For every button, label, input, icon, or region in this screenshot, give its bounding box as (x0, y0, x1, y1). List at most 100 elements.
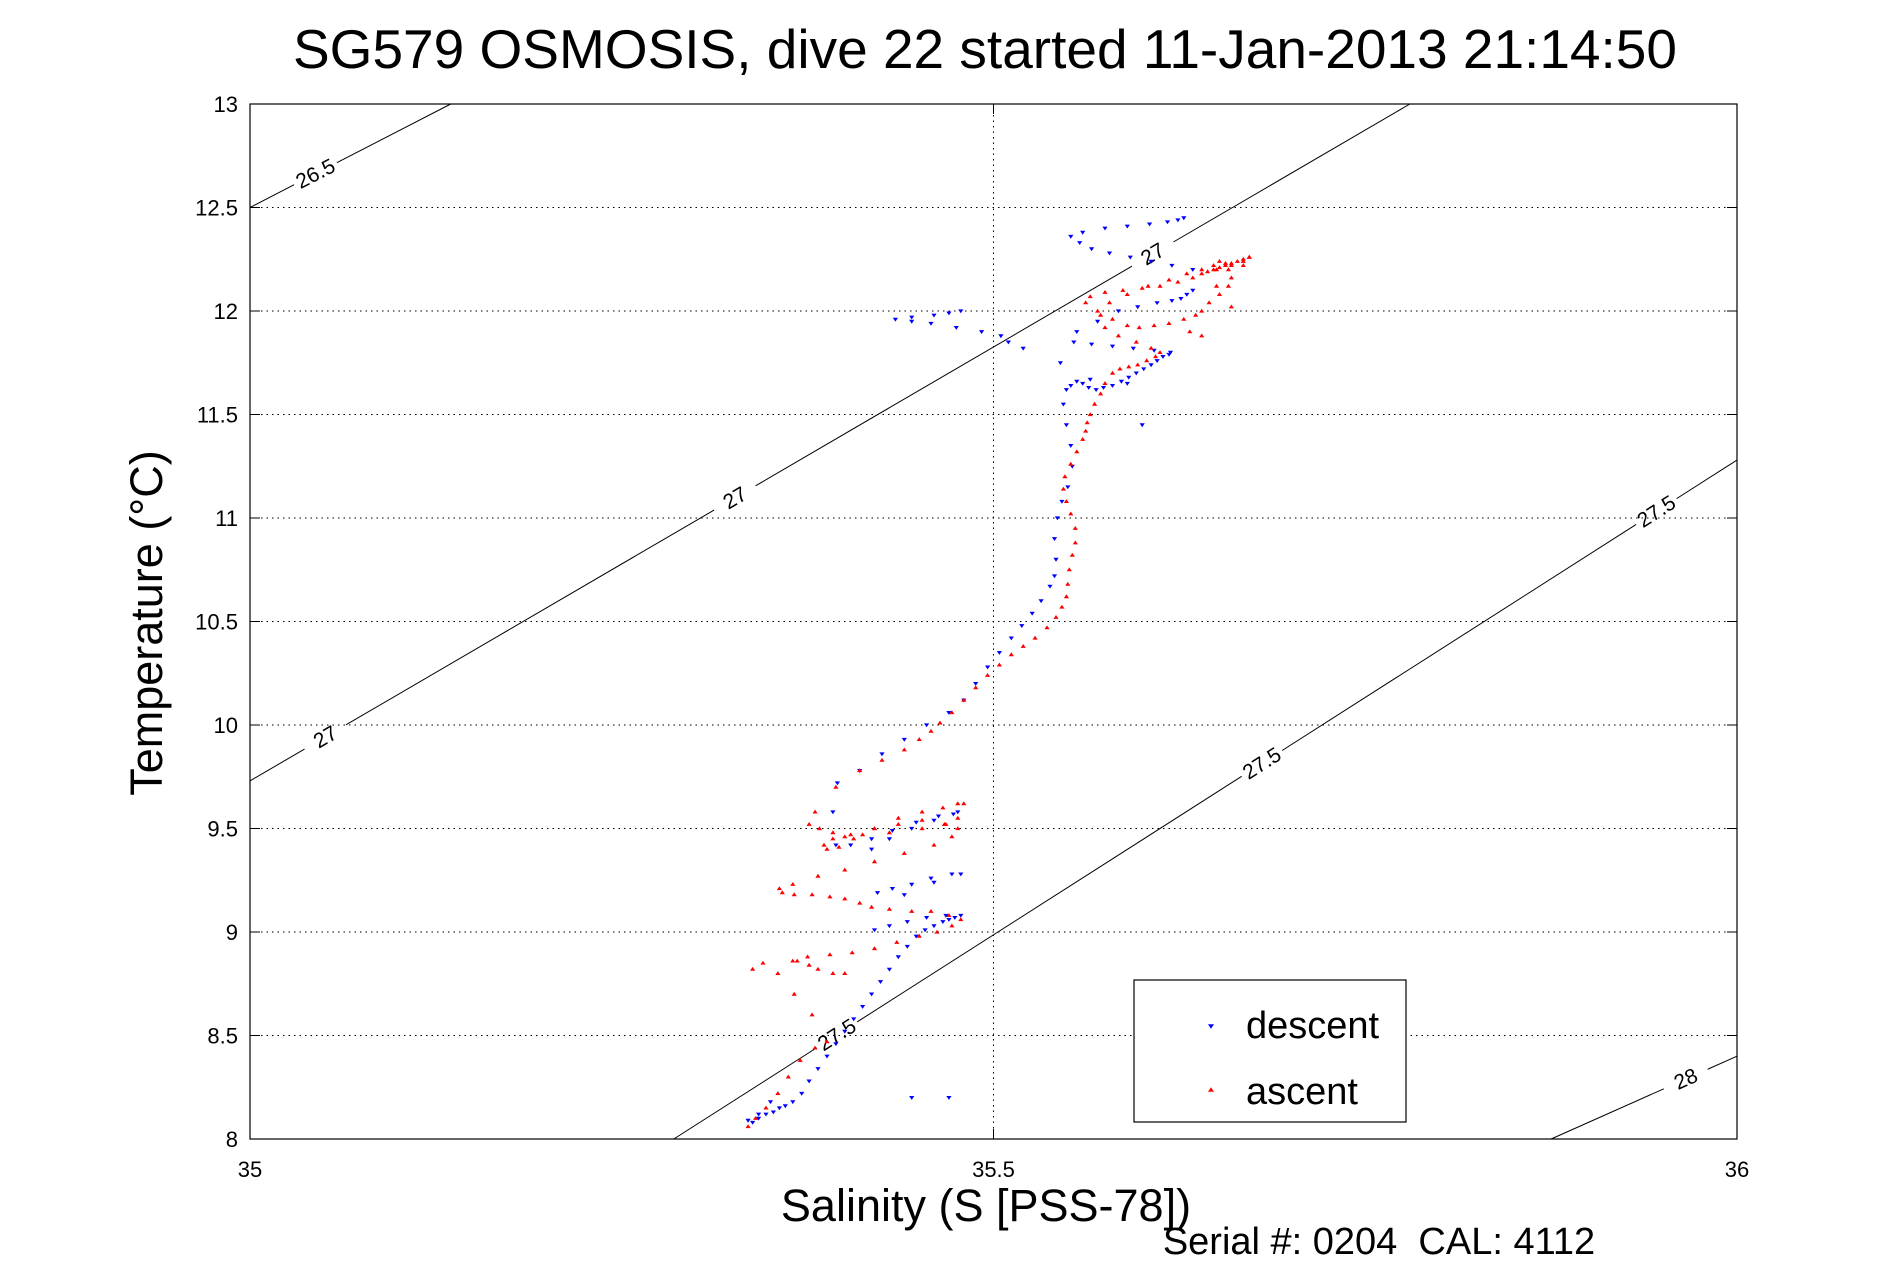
descent-point (895, 955, 901, 960)
descent-point (806, 1079, 812, 1084)
ascent-point (1102, 381, 1108, 385)
ascent-point (1063, 499, 1069, 503)
ascent-point (1225, 283, 1231, 288)
ascent-point (836, 844, 842, 849)
ascent-point (871, 859, 878, 864)
ascent-point (797, 1058, 803, 1062)
descent-point (815, 1067, 821, 1071)
descent-point (1068, 234, 1074, 239)
descent-point (946, 711, 952, 715)
descent-point (1051, 537, 1058, 541)
ascent-point (812, 809, 818, 814)
descent-point (913, 934, 919, 939)
ascent-point (1206, 300, 1212, 305)
ascent-point (763, 1105, 769, 1110)
ascent-point (809, 1012, 815, 1017)
descent-point (1102, 226, 1108, 231)
ascent-point (833, 784, 839, 789)
descent-point (901, 893, 907, 898)
descent-point (1089, 342, 1095, 347)
ascent-point (1216, 265, 1223, 270)
ascent-point (1098, 312, 1104, 317)
descent-point (1169, 263, 1175, 268)
descent-point (1126, 375, 1132, 380)
ascent-point (1087, 412, 1093, 417)
descent-point (1167, 350, 1174, 355)
ascent-point (775, 971, 781, 975)
ascent-point (745, 1124, 751, 1129)
ascent-point (809, 892, 815, 897)
descent-point (750, 1120, 756, 1125)
ascent-point (1190, 275, 1196, 280)
y-tick-label: 13 (214, 92, 238, 117)
descent-point (1139, 423, 1145, 428)
ascent-point (1199, 333, 1205, 338)
descent-point (1164, 220, 1171, 225)
descent-point (763, 1112, 769, 1117)
descent-point (931, 880, 937, 885)
ascent-point (895, 822, 901, 826)
y-tick-label: 8.5 (207, 1024, 238, 1049)
ascent-point (860, 832, 866, 837)
ascent-point (830, 836, 836, 841)
ascent-point (1166, 321, 1172, 325)
ascent-point (955, 815, 961, 820)
descent-point (869, 992, 875, 997)
contour-line-segment (249, 748, 305, 782)
descent-point (1060, 402, 1066, 407)
ascent-point (955, 826, 961, 831)
ascent-point (928, 909, 934, 913)
ascent-point (1228, 261, 1234, 265)
descent-point (953, 326, 959, 330)
descent-point (1077, 241, 1083, 245)
descent-point (958, 913, 964, 918)
descent-point (889, 829, 895, 833)
ascent-point (919, 826, 925, 831)
ascent-point (973, 685, 979, 690)
ascent-point (961, 801, 967, 806)
ascent-point (901, 851, 907, 855)
descent-point (1115, 309, 1121, 314)
ascent-point (1213, 283, 1220, 288)
ascent-point (1157, 283, 1163, 288)
ascent-point (830, 971, 836, 975)
chart-title: SG579 OSMOSIS, dive 22 started 11-Jan-20… (293, 18, 1677, 80)
descent-point (860, 1005, 866, 1009)
ascent-point (816, 826, 823, 831)
ascent-point (1092, 401, 1098, 406)
ascent-point (1124, 323, 1130, 328)
ascent-point (901, 747, 907, 752)
descent-point (922, 928, 928, 933)
descent-point (1068, 444, 1074, 448)
ascent-point (1102, 290, 1108, 294)
descent-point (1089, 247, 1095, 252)
descent-point (776, 1106, 782, 1111)
descent-point (871, 928, 878, 933)
ascent-point (1126, 364, 1132, 369)
legend-ascent-marker (1208, 1087, 1214, 1092)
ascent-point (1044, 625, 1050, 630)
ascent-point (1151, 323, 1157, 328)
ascent-point (1069, 552, 1075, 557)
ascent-point (937, 720, 943, 725)
ascent-point (1008, 652, 1014, 657)
ascent-point (1166, 277, 1172, 282)
ascent-point (955, 801, 961, 806)
ascent-point (1213, 267, 1220, 272)
ascent-point (1199, 271, 1205, 276)
descent-point (931, 313, 937, 318)
contour-line-segment (1550, 1088, 1665, 1140)
ascent-point (775, 1091, 781, 1095)
ascent-point (1098, 391, 1104, 396)
x-tick-label: 35 (238, 1157, 262, 1182)
descent-point (1051, 574, 1058, 579)
ascent-point (806, 962, 812, 967)
ascent-point (919, 809, 925, 814)
descent-point (1154, 359, 1160, 363)
ascent-point (1087, 294, 1093, 299)
ascent-point (1145, 283, 1151, 288)
ascent-point (842, 896, 848, 901)
ascent-point (1095, 308, 1101, 313)
ascent-point (1065, 581, 1071, 586)
